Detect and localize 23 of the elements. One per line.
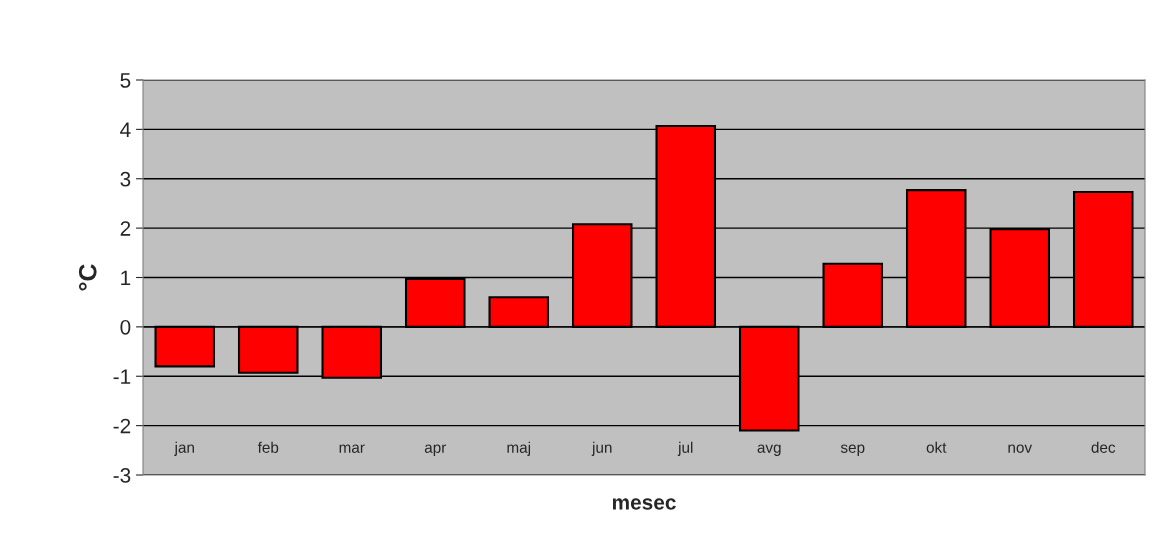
x-tick-label: nov xyxy=(1008,444,1033,453)
x-tick-label: jul xyxy=(677,441,693,456)
y-tick-label: 4 xyxy=(120,122,131,137)
x-tick-label: apr xyxy=(424,444,447,456)
y-tick-label: 0 xyxy=(120,319,131,335)
y-tick-label: 2 xyxy=(120,221,131,236)
y-tick-label: -1 xyxy=(113,369,131,384)
y-tick-label: 3 xyxy=(120,171,131,187)
y-axis-title: °C xyxy=(78,264,97,291)
x-axis-title: mesec xyxy=(612,498,676,510)
y-tick-label: -3 xyxy=(113,468,131,483)
x-tick-label: feb xyxy=(257,441,279,453)
x-tick-label: sep xyxy=(840,444,865,456)
y-tick-label: 1 xyxy=(121,270,131,286)
x-tick-label: jan xyxy=(174,441,194,456)
x-tick-label: okt xyxy=(926,441,947,453)
y-tick-label: 5 xyxy=(120,73,131,88)
x-tick-label: maj xyxy=(507,441,531,456)
x-tick-label: mar xyxy=(339,444,365,453)
x-tick-label: dec xyxy=(1091,441,1116,453)
y-tick-label: -2 xyxy=(113,418,131,434)
x-tick-label: jun xyxy=(591,441,612,456)
x-tick-label: avg xyxy=(757,444,781,456)
